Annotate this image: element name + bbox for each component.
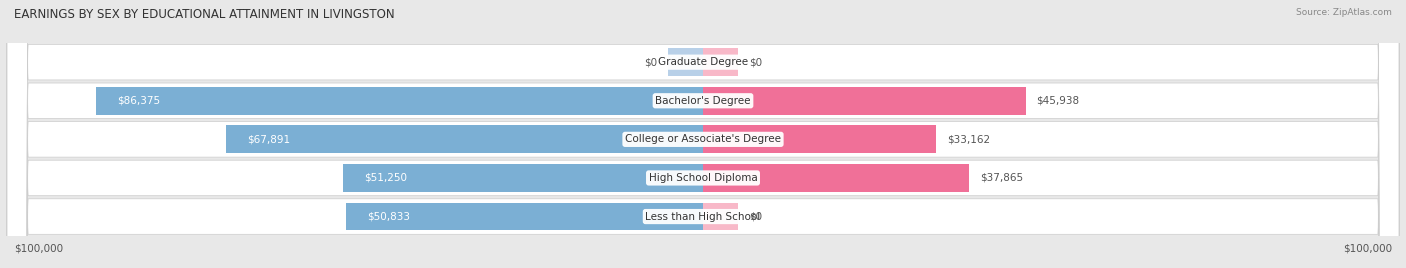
Bar <box>343 164 703 192</box>
Text: EARNINGS BY SEX BY EDUCATIONAL ATTAINMENT IN LIVINGSTON: EARNINGS BY SEX BY EDUCATIONAL ATTAINMEN… <box>14 8 395 21</box>
Bar <box>703 48 738 76</box>
Text: Bachelor's Degree: Bachelor's Degree <box>655 96 751 106</box>
Bar <box>346 203 703 230</box>
Text: $45,938: $45,938 <box>1036 96 1080 106</box>
Text: High School Diploma: High School Diploma <box>648 173 758 183</box>
Text: $37,865: $37,865 <box>980 173 1022 183</box>
Text: College or Associate's Degree: College or Associate's Degree <box>626 134 780 144</box>
Bar <box>703 125 936 153</box>
Text: $0: $0 <box>749 57 762 67</box>
FancyBboxPatch shape <box>7 0 1399 268</box>
Bar <box>668 48 703 76</box>
Bar <box>226 125 703 153</box>
Text: Less than High School: Less than High School <box>645 211 761 222</box>
Text: $100,000: $100,000 <box>14 244 63 254</box>
FancyBboxPatch shape <box>7 0 1399 268</box>
Bar <box>96 87 703 115</box>
Text: $86,375: $86,375 <box>117 96 160 106</box>
FancyBboxPatch shape <box>7 0 1399 268</box>
Text: $0: $0 <box>644 57 657 67</box>
Text: $33,162: $33,162 <box>946 134 990 144</box>
Bar <box>703 87 1026 115</box>
Text: Graduate Degree: Graduate Degree <box>658 57 748 67</box>
Text: $0: $0 <box>749 211 762 222</box>
Text: $50,833: $50,833 <box>367 211 409 222</box>
Text: Source: ZipAtlas.com: Source: ZipAtlas.com <box>1296 8 1392 17</box>
Bar <box>703 203 738 230</box>
FancyBboxPatch shape <box>7 0 1399 268</box>
Text: $67,891: $67,891 <box>247 134 290 144</box>
FancyBboxPatch shape <box>7 0 1399 268</box>
Bar <box>703 164 969 192</box>
Text: $100,000: $100,000 <box>1343 244 1392 254</box>
Text: $51,250: $51,250 <box>364 173 406 183</box>
